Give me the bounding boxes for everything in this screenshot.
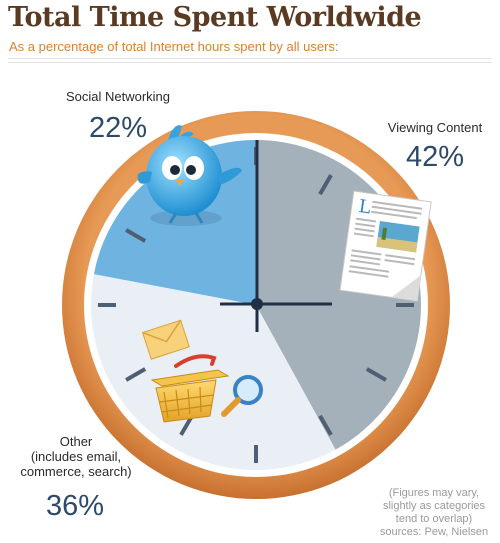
value-social-networking: 22%: [88, 112, 148, 144]
clock-tick: [318, 174, 333, 196]
newspaper-page-icon: L: [339, 190, 432, 302]
page-title: Total Time Spent Worldwide: [8, 2, 422, 33]
note-line-1: (Figures may vary,: [388, 487, 480, 499]
note-line-3: tend to overlap): [395, 513, 473, 525]
value-other: 36%: [45, 490, 105, 522]
clock-tick: [125, 228, 147, 243]
clock-tick: [365, 367, 387, 382]
label-viewing-content: Viewing Content: [387, 120, 483, 135]
pie-slices: [91, 140, 421, 470]
envelope-icon: [141, 319, 190, 360]
label-other-line-3: commerce, search): [20, 464, 132, 479]
clock-center-pin: [251, 298, 263, 310]
sources-note: (Figures may vary, slightly as categorie…: [372, 487, 496, 539]
value-viewing-content: 42%: [405, 141, 465, 173]
label-other-line-1: Other: [59, 434, 93, 449]
svg-text:L: L: [357, 196, 372, 218]
magnifier-icon: [221, 375, 263, 417]
clock-tick: [125, 367, 147, 382]
label-other-line-2: (includes email,: [30, 449, 122, 464]
page-subtitle: As a percentage of total Internet hours …: [9, 39, 339, 54]
note-line-4: sources: Pew, Nielsen: [379, 526, 489, 538]
label-other: Other (includes email, commerce, search): [14, 434, 138, 479]
twitter-bird-icon: [137, 125, 242, 226]
note-line-2: slightly as categories: [382, 500, 486, 512]
title-divider: [8, 58, 492, 63]
label-social-networking: Social Networking: [65, 89, 171, 104]
clock-tick: [318, 414, 333, 436]
shopping-basket-icon: [150, 354, 230, 423]
